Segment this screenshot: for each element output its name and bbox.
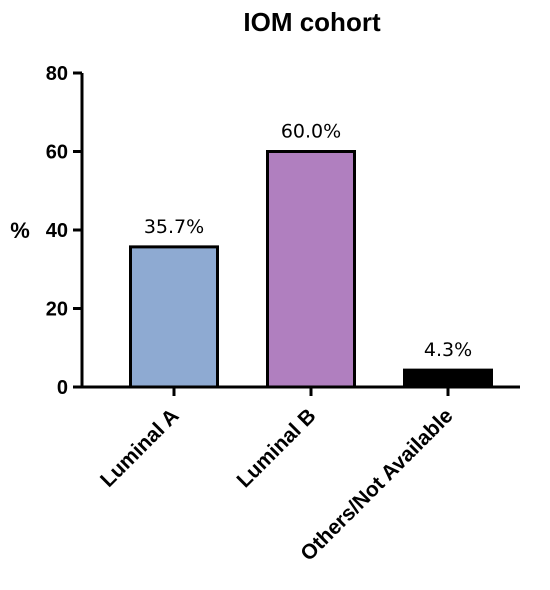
y-tick-label: 40 (46, 220, 68, 242)
y-tick-label: 80 (46, 63, 68, 85)
data-label: 4.3% (424, 339, 472, 361)
y-axis-label: % (10, 218, 30, 243)
y-tick-label: 20 (46, 299, 68, 321)
category-label: Luminal B (232, 404, 320, 492)
bar (266, 150, 356, 389)
data-label: 35.7% (144, 216, 204, 238)
data-labels: 35.7% 60.0% 4.3% (144, 121, 472, 362)
category-label: Luminal A (96, 404, 183, 491)
bar (403, 368, 493, 389)
data-label: 60.0% (281, 121, 341, 143)
bar (129, 245, 219, 389)
y-axis: 0 20 40 60 80 (46, 63, 84, 399)
y-tick-label: 60 (46, 142, 68, 164)
category-label: Others/Not Available (296, 404, 457, 565)
y-tick-label: 0 (57, 377, 68, 399)
bars (129, 150, 493, 389)
chart-title: IOM cohort (243, 7, 381, 37)
